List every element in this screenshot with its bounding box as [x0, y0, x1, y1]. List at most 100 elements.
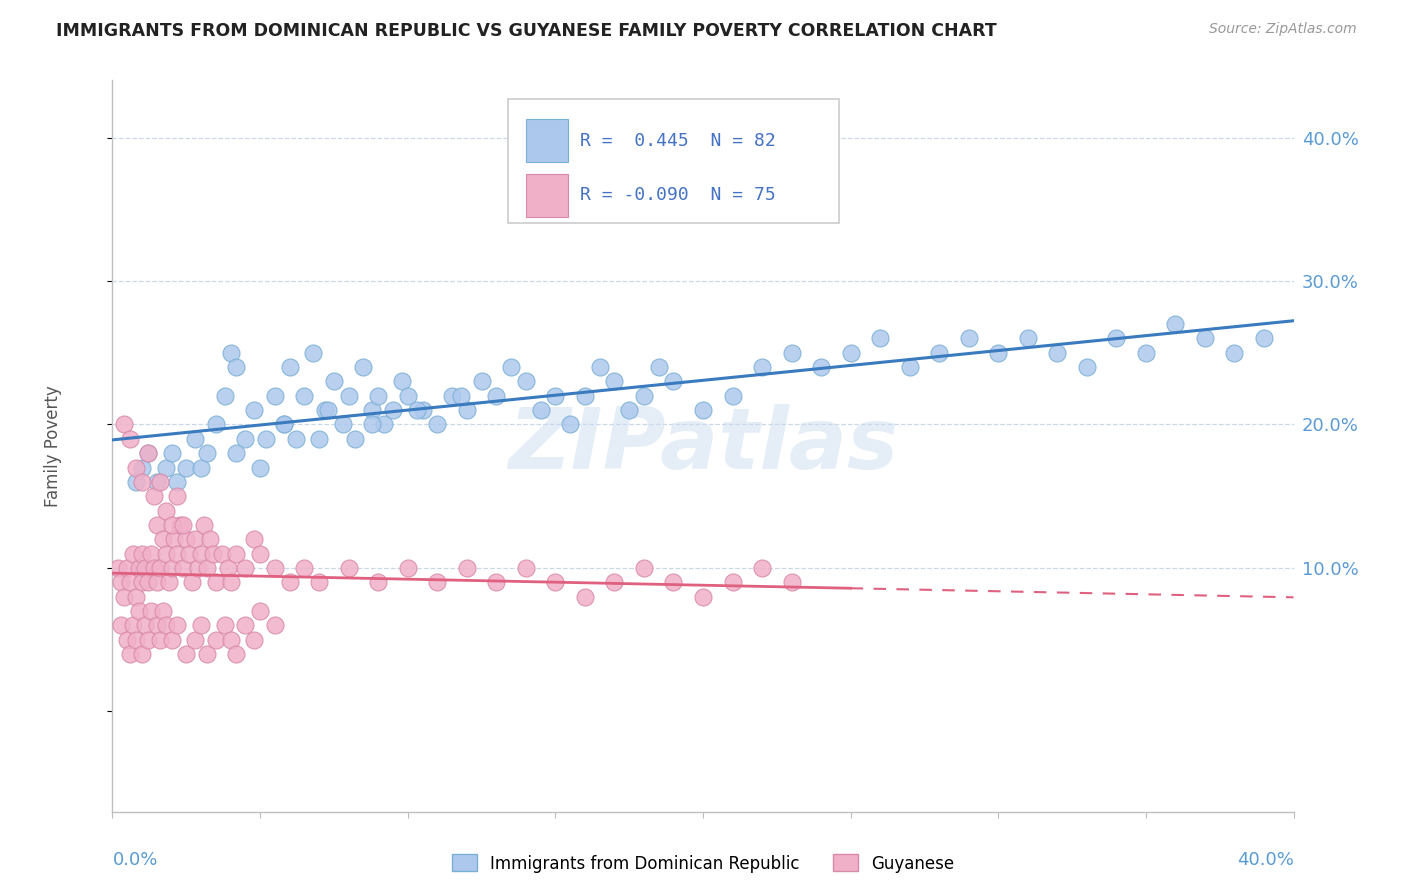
Point [219, 632, 242, 647]
Point [839, 345, 862, 359]
Point [332, 417, 354, 432]
Point [122, 547, 145, 561]
Point [152, 604, 174, 618]
Point [957, 331, 980, 345]
Text: Family Poverty: Family Poverty [45, 385, 62, 507]
Point [273, 417, 295, 432]
Point [142, 561, 165, 575]
Point [214, 389, 236, 403]
Point [337, 389, 360, 403]
Point [146, 618, 169, 632]
Point [898, 360, 921, 375]
Point [120, 647, 142, 661]
Point [233, 561, 256, 575]
Point [751, 561, 773, 575]
Point [172, 517, 194, 532]
Point [441, 389, 464, 403]
Point [184, 533, 207, 547]
Point [426, 575, 449, 590]
FancyBboxPatch shape [526, 174, 568, 217]
Point [120, 575, 142, 590]
Point [373, 417, 395, 432]
Point [149, 475, 172, 489]
Point [249, 604, 271, 618]
Point [184, 632, 207, 647]
Point [120, 432, 142, 446]
Point [193, 517, 215, 532]
Point [647, 360, 671, 375]
Point [155, 460, 177, 475]
Point [751, 360, 773, 375]
Point [264, 618, 287, 632]
Point [142, 489, 165, 503]
Point [780, 575, 803, 590]
Point [391, 375, 413, 389]
Text: IMMIGRANTS FROM DOMINICAN REPUBLIC VS GUYANESE FAMILY POVERTY CORRELATION CHART: IMMIGRANTS FROM DOMINICAN REPUBLIC VS GU… [56, 22, 997, 40]
Point [588, 360, 610, 375]
Point [112, 590, 135, 604]
Point [619, 403, 641, 417]
Point [574, 590, 596, 604]
Point [172, 561, 194, 575]
Point [361, 417, 384, 432]
Point [146, 517, 169, 532]
Point [456, 561, 478, 575]
Point [146, 575, 169, 590]
Point [243, 533, 266, 547]
Point [367, 389, 389, 403]
Point [721, 389, 744, 403]
Point [166, 489, 188, 503]
Point [128, 604, 150, 618]
Point [396, 389, 419, 403]
Point [136, 632, 159, 647]
Point [308, 432, 330, 446]
Point [470, 375, 494, 389]
Point [273, 417, 295, 432]
Point [117, 632, 138, 647]
Point [308, 575, 330, 590]
Point [136, 446, 159, 460]
Point [278, 360, 301, 375]
Point [343, 432, 366, 446]
Text: ZIPatlas: ZIPatlas [508, 404, 898, 488]
Point [485, 389, 508, 403]
Point [166, 547, 188, 561]
Point [411, 403, 433, 417]
Point [515, 561, 537, 575]
Point [174, 533, 197, 547]
Point [233, 432, 256, 446]
Point [1194, 331, 1216, 345]
Point [558, 417, 582, 432]
Point [633, 561, 655, 575]
Point [869, 331, 891, 345]
Point [544, 575, 567, 590]
Point [501, 360, 523, 375]
Point [166, 618, 188, 632]
FancyBboxPatch shape [526, 119, 568, 162]
Point [254, 432, 277, 446]
Point [278, 575, 301, 590]
Point [219, 575, 242, 590]
Text: 40.0%: 40.0% [1237, 851, 1294, 869]
Point [780, 345, 803, 359]
Point [426, 417, 449, 432]
Point [1223, 345, 1246, 359]
Point [405, 403, 427, 417]
Point [187, 561, 209, 575]
Point [136, 446, 159, 460]
Point [456, 403, 478, 417]
Point [201, 547, 224, 561]
Point [529, 403, 551, 417]
Point [205, 632, 228, 647]
Point [174, 647, 197, 661]
Point [152, 533, 174, 547]
Point [1105, 331, 1128, 345]
Point [233, 618, 256, 632]
Point [195, 647, 218, 661]
Point [987, 345, 1010, 359]
Point [195, 446, 218, 460]
Point [249, 547, 271, 561]
Point [1135, 345, 1157, 359]
Point [160, 446, 183, 460]
FancyBboxPatch shape [508, 99, 839, 223]
